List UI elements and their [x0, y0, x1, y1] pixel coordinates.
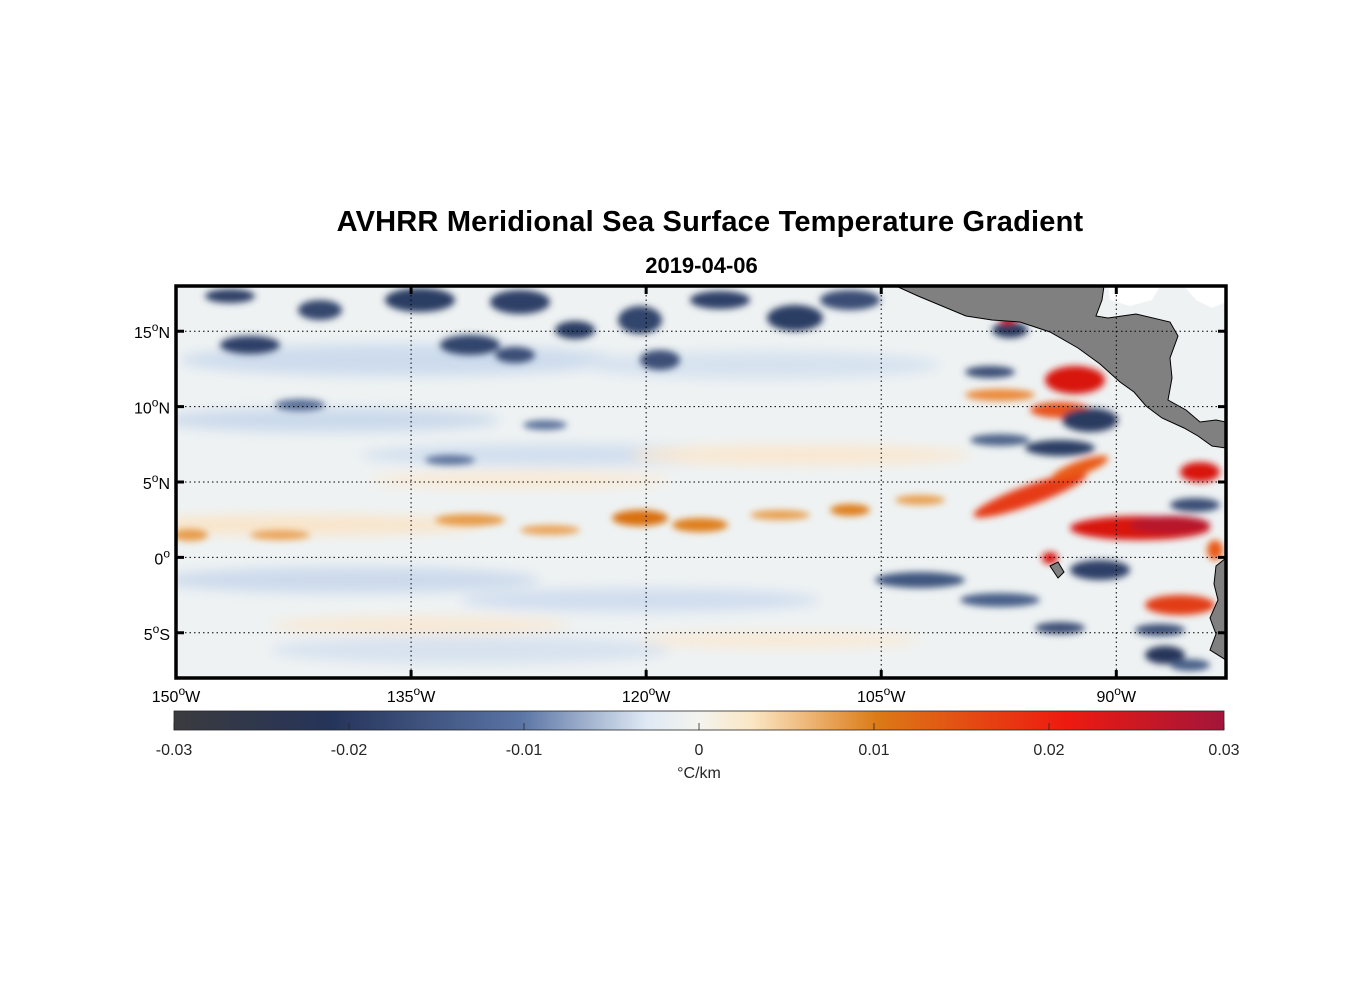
lat-tick-hemisphere: N — [158, 401, 170, 418]
colorbar-tick-label: -0.03 — [156, 742, 193, 759]
lat-tick-value: 5 — [143, 476, 152, 493]
colorbar-tick-label: -0.01 — [506, 742, 543, 759]
lon-tick-degree: o — [884, 684, 891, 698]
land-central-america — [895, 286, 1226, 661]
colorbar-tick-label: 0.01 — [858, 742, 889, 759]
lon-tick-value: 90 — [1097, 689, 1115, 706]
lon-tick-label: 135oW — [387, 684, 436, 706]
lat-tick-label: 15oN — [134, 320, 170, 342]
lat-tick-hemisphere: S — [159, 627, 170, 644]
lon-tick-hemisphere: W — [655, 689, 671, 706]
lat-tick-degree: o — [163, 546, 170, 560]
colorbar-tick-label: 0 — [695, 742, 704, 759]
colorbar-unit-label: °C/km — [677, 765, 721, 782]
lat-tick-value: 10 — [134, 401, 152, 418]
colorbar-ticks: -0.03 -0.02 -0.01 0 0.01 0.02 0.03 — [156, 723, 1240, 759]
lon-tick-value: 150 — [152, 689, 179, 706]
longitude-labels: 150oW 135oW 120oW 105oW 90oW — [152, 684, 1137, 706]
lon-tick-value: 120 — [622, 689, 649, 706]
lon-tick-label: 150oW — [152, 684, 201, 706]
sst-gradient-field — [176, 286, 1226, 678]
lon-tick-degree: o — [649, 684, 656, 698]
lon-tick-label: 90oW — [1097, 684, 1137, 706]
lon-tick-hemisphere: W — [420, 689, 436, 706]
lon-tick-degree: o — [414, 684, 421, 698]
lat-tick-label: 0o — [154, 546, 170, 568]
lon-tick-hemisphere: W — [890, 689, 906, 706]
lat-tick-value: 5 — [144, 627, 153, 644]
lon-tick-value: 135 — [387, 689, 414, 706]
page-title: AVHRR Meridional Sea Surface Temperature… — [336, 206, 1084, 238]
lat-tick-label: 5oN — [143, 471, 170, 493]
colorbar-tick-label: 0.02 — [1033, 742, 1064, 759]
lat-tick-label: 10oN — [134, 396, 170, 418]
page-subtitle: 2019-04-06 — [645, 253, 758, 278]
lon-tick-degree: o — [178, 684, 185, 698]
lat-tick-value: 15 — [134, 325, 152, 342]
lat-tick-value: 0 — [154, 551, 163, 568]
colorbar-tick-label: 0.03 — [1208, 742, 1239, 759]
lat-tick-degree: o — [152, 396, 159, 410]
lat-tick-degree: o — [153, 622, 160, 636]
lat-tick-label: 5oS — [144, 622, 170, 644]
colorbar: -0.03 -0.02 -0.01 0 0.01 0.02 0.03 °C/km — [156, 710, 1240, 782]
colorbar-tick-label: -0.02 — [331, 742, 368, 759]
lon-tick-label: 120oW — [622, 684, 671, 706]
map-frame-ticks — [174, 286, 1226, 678]
lon-tick-hemisphere: W — [1121, 689, 1137, 706]
lon-tick-hemisphere: W — [185, 689, 201, 706]
lat-tick-hemisphere: N — [158, 476, 170, 493]
lat-tick-hemisphere: N — [158, 325, 170, 342]
lat-tick-degree: o — [152, 320, 159, 334]
lat-tick-degree: o — [152, 471, 159, 485]
lon-tick-value: 105 — [857, 689, 884, 706]
lon-tick-degree: o — [1114, 684, 1121, 698]
land-coast-mask — [1108, 286, 1226, 308]
lon-tick-label: 105oW — [857, 684, 906, 706]
